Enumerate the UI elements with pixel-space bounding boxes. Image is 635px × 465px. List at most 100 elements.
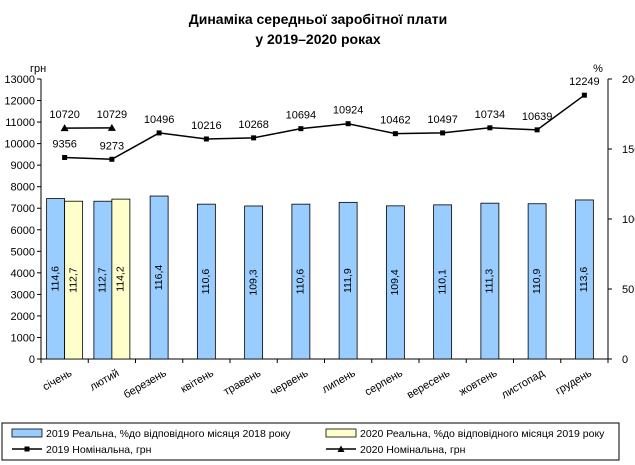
bar <box>64 200 84 360</box>
left-axis-tick-label: 5000 <box>11 246 35 258</box>
x-axis-label: квітень <box>179 367 216 395</box>
point-marker <box>109 156 115 162</box>
point-data-label: 10720 <box>49 109 80 121</box>
axes: 0100020003000400050006000700080009000100… <box>4 74 635 366</box>
bar-data-label: 112,7 <box>67 267 79 293</box>
point-data-label: 10268 <box>238 119 269 131</box>
point-data-label: 10497 <box>427 114 458 126</box>
point-marker <box>581 92 587 98</box>
right-axis-tick-label: 100 <box>622 214 635 226</box>
point-data-label: 10729 <box>97 109 128 121</box>
bar-data-label: 111,3 <box>484 269 496 294</box>
bar <box>433 204 453 360</box>
point-data-label: 10496 <box>144 114 175 126</box>
left-axis-tick-label: 8000 <box>11 182 35 194</box>
bar-data-label: 110,9 <box>531 268 543 294</box>
bar-data-label: 114,6 <box>49 266 61 292</box>
x-axis-label: листопад <box>499 367 547 401</box>
point-marker <box>345 121 351 127</box>
x-axis-label: лютий <box>88 367 122 393</box>
right-axis-unit: % <box>593 63 603 75</box>
bar-data-label: 113,6 <box>578 267 590 293</box>
x-axis-label: вересень <box>405 367 452 401</box>
legend-label-2020-real: 2020 Реальна, %до відповідного місяця 20… <box>360 428 605 440</box>
legend-swatch-2019-real <box>11 428 43 438</box>
legend-marker-2019-nominal <box>24 446 30 452</box>
legend-marker-2020-nominal <box>337 445 345 452</box>
point-marker <box>392 131 398 137</box>
point-data-label: 10639 <box>522 111 553 123</box>
point-marker <box>156 130 162 136</box>
x-axis-label: червень <box>268 367 310 398</box>
legend-label-2019-real: 2019 Реальна, %до відповідного місяця 20… <box>46 428 291 440</box>
right-axis-tick-label: 200 <box>622 74 635 86</box>
bar <box>480 202 500 360</box>
left-axis-tick-label: 12000 <box>4 96 35 108</box>
left-axis-tick-label: 1000 <box>11 332 35 344</box>
x-axis-label: липень <box>320 367 358 396</box>
point-data-label: 10734 <box>475 109 506 121</box>
point-marker <box>487 125 493 131</box>
x-axis-label: травень <box>222 367 264 398</box>
left-axis-tick-label: 9000 <box>11 160 35 172</box>
point-data-label: 9356 <box>52 138 76 150</box>
bar <box>111 198 131 360</box>
point-data-label: 10462 <box>380 115 411 127</box>
point-marker <box>534 127 540 133</box>
bar-data-label: 110,1 <box>436 269 448 295</box>
chart-title-line1: Динаміка середньої заробітної плати <box>189 11 447 27</box>
bar-data-label: 116,4 <box>153 265 165 291</box>
left-axis-tick-label: 13000 <box>4 74 35 86</box>
bars: 114,6 112,7 112,7 114,2 116,4 110,6 109,3 110,6… <box>46 195 594 360</box>
legend: 2019 Реальна, %до відповідного місяця 20… <box>1 422 620 461</box>
point-marker <box>251 135 257 141</box>
point-data-label: 10924 <box>333 105 364 117</box>
bar-data-label: 112,7 <box>97 267 109 293</box>
x-axis-label: серпень <box>363 367 405 398</box>
point-marker <box>203 136 209 142</box>
right-axis-tick-label: 150 <box>622 144 635 156</box>
bar <box>527 203 547 360</box>
left-axis-tick-label: 3000 <box>11 289 35 301</box>
x-axis-labels: січень лютий березень квітень травень червень… <box>41 367 594 401</box>
bar-data-label: 109,4 <box>389 269 401 295</box>
x-axis-label: грудень <box>554 367 594 397</box>
point-data-label: 9273 <box>100 140 124 152</box>
bar <box>196 203 216 360</box>
bar-data-label: 109,3 <box>247 269 259 295</box>
right-axis-tick-label: 0 <box>622 354 628 366</box>
point-marker <box>60 124 69 132</box>
bar <box>244 205 264 360</box>
legend-label-2019-nominal: 2019 Номінальна, грн <box>46 444 152 456</box>
point-data-label: 12249 <box>569 76 600 88</box>
right-axis-tick-label: 50 <box>622 284 634 296</box>
point-marker <box>62 154 68 160</box>
bar <box>385 205 405 360</box>
left-axis-tick-label: 2000 <box>11 311 35 323</box>
legend-label-2020-nominal: 2020 Номінальна, грн <box>360 444 466 456</box>
point-data-label: 10216 <box>191 120 222 132</box>
left-axis-tick-label: 4000 <box>11 268 35 280</box>
left-axis-tick-label: 10000 <box>4 139 35 151</box>
left-axis-unit: грн <box>30 63 46 75</box>
bar <box>574 199 594 360</box>
point-data-label: 10694 <box>286 110 317 122</box>
x-axis-label: січень <box>41 367 75 393</box>
bar-data-label: 110,6 <box>295 269 307 295</box>
legend-frame <box>1 422 620 461</box>
x-axis-label: березень <box>122 367 169 401</box>
bar-data-label: 110,6 <box>200 269 212 295</box>
point-marker <box>107 123 116 131</box>
bar <box>149 195 169 360</box>
bar <box>338 201 358 360</box>
chart-title-line2: у 2019–2020 роках <box>255 31 381 47</box>
bar-data-label: 114,2 <box>115 266 127 292</box>
series-line <box>64 94 585 161</box>
bar-data-label: 111,9 <box>342 268 354 293</box>
point-marker <box>298 126 304 132</box>
left-axis-tick-label: 0 <box>29 354 35 366</box>
x-axis-label: жовтень <box>457 367 500 398</box>
bar <box>291 203 311 360</box>
left-axis-tick-label: 11000 <box>5 117 35 129</box>
